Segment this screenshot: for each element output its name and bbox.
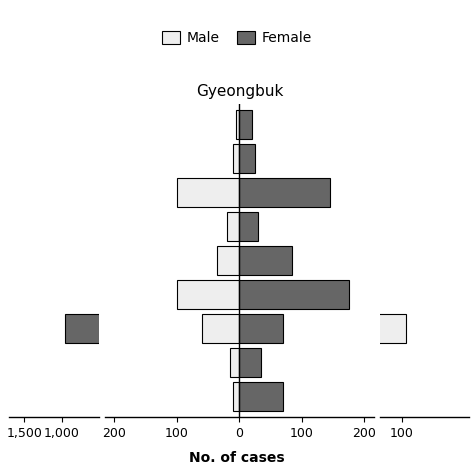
- Legend: Male, Female: Male, Female: [156, 26, 318, 51]
- Bar: [239, 382, 283, 411]
- Bar: [177, 178, 239, 207]
- Bar: [239, 144, 255, 173]
- Bar: [202, 314, 239, 343]
- Bar: [239, 246, 292, 275]
- Bar: [239, 280, 349, 309]
- Bar: [239, 212, 258, 241]
- Bar: [342, 314, 406, 343]
- Bar: [239, 110, 252, 139]
- Text: No. of cases: No. of cases: [189, 450, 285, 465]
- Bar: [233, 382, 239, 411]
- Bar: [239, 314, 283, 343]
- Bar: [230, 348, 239, 377]
- Bar: [233, 144, 239, 173]
- Bar: [239, 178, 330, 207]
- Bar: [65, 314, 137, 343]
- Bar: [239, 348, 261, 377]
- Title: Gyeongbuk: Gyeongbuk: [196, 84, 283, 99]
- Bar: [218, 246, 239, 275]
- Bar: [236, 110, 239, 139]
- Bar: [227, 212, 239, 241]
- Bar: [177, 280, 239, 309]
